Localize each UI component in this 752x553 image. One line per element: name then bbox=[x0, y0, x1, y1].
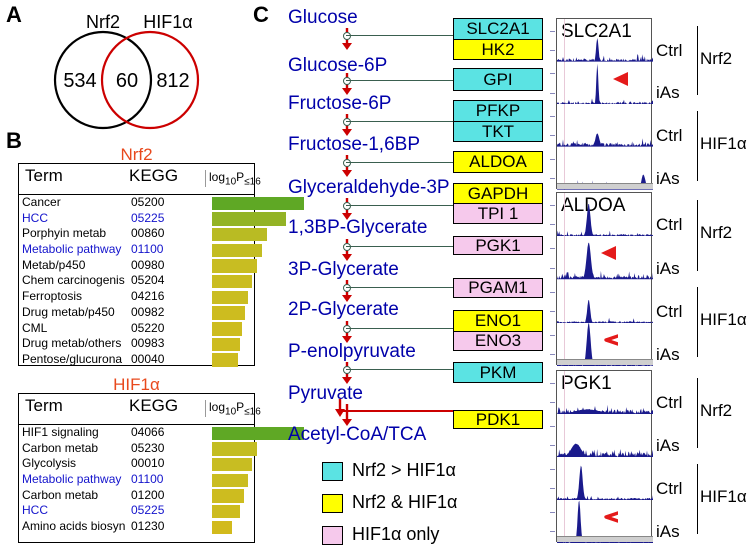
svg-text:HIF1α: HIF1α bbox=[143, 12, 192, 32]
svg-text:60: 60 bbox=[116, 70, 138, 92]
svg-text:Nrf2: Nrf2 bbox=[86, 12, 120, 32]
svg-text:812: 812 bbox=[156, 70, 189, 92]
svg-text:534: 534 bbox=[63, 70, 96, 92]
